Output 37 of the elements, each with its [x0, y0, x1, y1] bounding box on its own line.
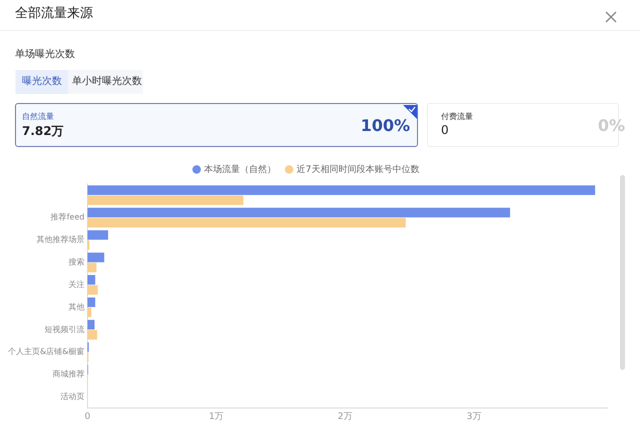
text: 自然流量: [22, 111, 54, 122]
bar: [87, 308, 92, 318]
legend-label: 本场流量（自然）: [204, 164, 276, 175]
x-tick-label: 0: [84, 412, 91, 422]
y-tick-label: 短视频引流: [44, 324, 84, 334]
bar: [87, 208, 510, 218]
text: 100%: [360, 116, 410, 135]
text: 0: [441, 123, 449, 137]
x-tick-label: 2万: [338, 412, 353, 422]
legend-label: 近7天相同时间段本账号中位数: [296, 164, 420, 175]
y-tick-label: 关注: [68, 280, 84, 289]
bar: [87, 285, 98, 295]
text: 7.82万: [22, 123, 64, 140]
bar: [87, 252, 104, 262]
y-tick-label: 其他: [68, 302, 84, 312]
chart-subtitle: 单场曝光次数: [15, 48, 75, 61]
bar: [87, 330, 98, 340]
y-tick-label: 商城推荐: [52, 370, 84, 379]
bar: [87, 262, 96, 272]
y-tick-label: 推荐feed: [50, 212, 84, 222]
bar: [87, 297, 96, 308]
x-tick-label: 3万: [466, 412, 482, 422]
y-tick-label: 搜索: [68, 258, 84, 267]
bar: [87, 218, 406, 228]
text: 单小时曝光次数: [72, 74, 142, 89]
y-tick-label: 个人主页&店铺&橱窗: [8, 347, 84, 356]
y-tick-label: 活动页: [60, 392, 84, 402]
text: 付费流量: [441, 111, 473, 122]
chart-title: 全部流量来源: [15, 5, 93, 22]
bar: [87, 230, 108, 240]
bar: [87, 320, 95, 330]
bar: [87, 185, 596, 195]
x-tick-label: 1万: [208, 412, 224, 422]
bar: [87, 275, 96, 285]
y-tick-label: 其他推荐场景: [36, 235, 84, 244]
text: 曝光次数: [16, 70, 68, 94]
bar: [87, 195, 244, 206]
